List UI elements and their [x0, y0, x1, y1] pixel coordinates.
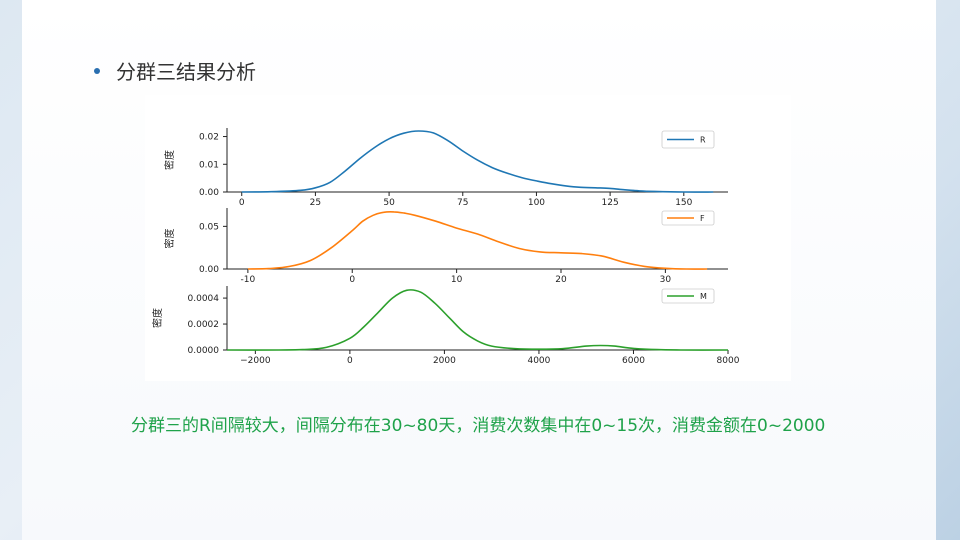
x-tick-label: 0 [349, 275, 355, 285]
x-tick-label: 30 [660, 275, 672, 285]
x-tick-label: 0 [239, 198, 245, 208]
x-tick-label: 6000 [622, 356, 645, 366]
x-tick-label: 4000 [527, 356, 550, 366]
x-tick-label: −2000 [240, 356, 271, 366]
x-tick-label: -10 [241, 275, 256, 285]
y-tick-label: 0.02 [199, 133, 219, 143]
y-axis-label: 密度 [151, 308, 164, 328]
y-tick-label: 0.05 [199, 222, 219, 232]
y-axis-label: 密度 [163, 229, 176, 249]
x-tick-label: 50 [383, 198, 395, 208]
x-tick-label: 25 [310, 198, 321, 208]
x-tick-label: 150 [675, 198, 692, 208]
bullet-dot [94, 67, 100, 74]
slide-title-text: 分群三结果分析 [116, 60, 256, 84]
legend-label: M [700, 292, 707, 301]
x-tick-label: 20 [555, 275, 567, 285]
x-tick-label: 0 [347, 356, 353, 366]
chart-image: 0.00 0.01 0.02 0 25 50 75 100 125 150 密度 R 0.00 0.05-… [145, 95, 791, 381]
y-tick-label: 0.01 [199, 160, 219, 170]
x-tick-label: 125 [602, 198, 619, 208]
x-tick-label: 75 [457, 198, 468, 208]
series-line-R [241, 130, 714, 193]
legend-label: R [700, 136, 706, 145]
x-tick-label: 2000 [433, 356, 456, 366]
x-tick-label: 8000 [717, 356, 740, 366]
caption-text: 分群三的R间隔较大，间隔分布在30~80天，消费次数集中在0~15次，消费金额在… [131, 416, 826, 436]
legend-label: F [700, 214, 705, 223]
slide-title: 分群三结果分析 [94, 56, 256, 85]
kde-chart-svg: 0.000.010.020 25 50 75 100 125 150密度R0.000.05-… [151, 128, 740, 366]
y-tick-label: 0.0000 [188, 346, 220, 356]
y-tick-label: 0.0004 [188, 294, 220, 304]
y-tick-label: 0.0002 [188, 320, 220, 330]
x-tick-label: 100 [528, 198, 545, 208]
y-tick-label: 0.00 [199, 265, 219, 275]
series-line-F [247, 210, 708, 270]
series-line-M [226, 289, 729, 351]
x-tick-label: 10 [451, 275, 463, 285]
y-tick-label: 0.00 [199, 188, 219, 198]
y-axis-label: 密度 [163, 150, 176, 170]
